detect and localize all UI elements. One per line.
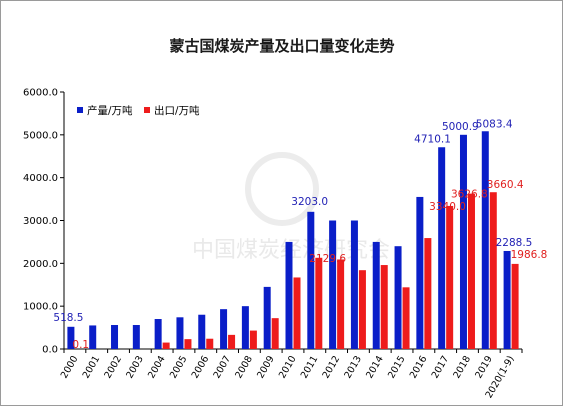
production-bar <box>264 287 271 349</box>
production-data-label: 5000.9 <box>442 121 479 133</box>
x-tick-label: 2005 <box>168 354 190 380</box>
production-bar <box>286 242 293 349</box>
x-tick-label: 2003 <box>124 354 146 380</box>
production-data-label: 2288.5 <box>496 237 533 249</box>
y-tick-label: 0.0 <box>42 345 58 356</box>
x-tick-label: 2015 <box>386 354 408 380</box>
production-bar <box>155 319 162 349</box>
production-bar <box>176 317 183 349</box>
x-tick-label: 2007 <box>212 354 234 380</box>
production-bar <box>373 242 380 349</box>
x-tick-label: 2008 <box>233 354 255 380</box>
export-data-label: 0.1 <box>72 339 89 351</box>
legend-swatch-production <box>77 107 83 113</box>
x-tick-label: 2018 <box>451 354 473 380</box>
x-tick-label: 2006 <box>190 354 212 380</box>
export-data-label: 3660.4 <box>487 179 524 191</box>
export-data-label: 3340.0 <box>429 201 466 213</box>
x-tick-label: 2002 <box>103 354 125 380</box>
export-data-label: 3626.8 <box>451 189 488 201</box>
production-bar <box>416 197 423 349</box>
x-tick-label: 2000 <box>59 354 81 380</box>
production-bar <box>504 251 511 349</box>
x-tick-label: 2013 <box>342 354 364 380</box>
x-tick-label: 2017 <box>430 354 452 380</box>
production-bar <box>307 212 314 349</box>
production-data-label: 4710.1 <box>414 133 451 145</box>
y-tick-label: 4000.0 <box>23 173 58 184</box>
export-bar <box>359 270 366 349</box>
watermark-logo <box>248 155 316 223</box>
export-bar <box>294 277 301 349</box>
x-tick-label: 2004 <box>146 354 168 380</box>
production-bar <box>482 131 489 349</box>
production-bar <box>438 147 445 349</box>
production-bar <box>242 306 249 349</box>
production-data-label: 5083.4 <box>476 118 513 130</box>
x-tick-label: 2010 <box>277 354 299 380</box>
production-bar <box>111 325 118 349</box>
legend-label-production: 产量/万吨 <box>87 104 133 117</box>
x-tick-label: 2012 <box>321 354 343 380</box>
export-bar <box>228 335 235 349</box>
y-tick-label: 5000.0 <box>23 130 58 141</box>
export-bar <box>337 259 344 349</box>
production-data-label: 518.5 <box>53 312 83 324</box>
legend-swatch-export <box>144 107 150 113</box>
export-bar <box>206 339 213 349</box>
y-tick-label: 2000.0 <box>23 259 58 270</box>
export-bar <box>184 339 191 349</box>
export-bar <box>512 264 519 349</box>
x-tick-label: 2019 <box>473 354 495 380</box>
export-bar <box>163 343 170 349</box>
export-data-label: 2129.6 <box>309 253 346 265</box>
export-bar <box>315 258 322 349</box>
production-bar <box>220 309 227 349</box>
y-tick-label: 6000.0 <box>23 88 58 99</box>
legend: 产量/万吨 出口/万吨 <box>77 104 200 117</box>
legend-label-export: 出口/万吨 <box>154 104 200 117</box>
y-tick-label: 3000.0 <box>23 216 58 227</box>
production-bar <box>460 135 467 349</box>
export-bar <box>381 265 388 349</box>
export-bar <box>272 318 279 349</box>
export-bar <box>468 194 475 349</box>
export-data-label: 1986.8 <box>511 249 548 261</box>
production-bar <box>395 246 402 349</box>
x-tick-label: 2009 <box>255 354 277 380</box>
export-bar <box>250 331 257 349</box>
production-data-label: 3203.0 <box>291 196 328 208</box>
production-bar <box>89 325 96 349</box>
production-bar <box>198 315 205 349</box>
export-bar <box>403 287 410 349</box>
production-bar <box>351 221 358 350</box>
x-tick-label: 2014 <box>364 354 386 380</box>
chart-title: 蒙古国煤炭产量及出口量变化走势 <box>169 37 394 55</box>
export-bar <box>424 238 431 349</box>
export-bar <box>490 192 497 349</box>
export-bar <box>446 206 453 349</box>
production-bar <box>133 325 140 349</box>
x-tick-label: 2016 <box>408 354 430 380</box>
production-bar <box>329 221 336 350</box>
x-tick-label: 2001 <box>81 354 103 380</box>
x-tick-label: 2011 <box>299 354 321 380</box>
